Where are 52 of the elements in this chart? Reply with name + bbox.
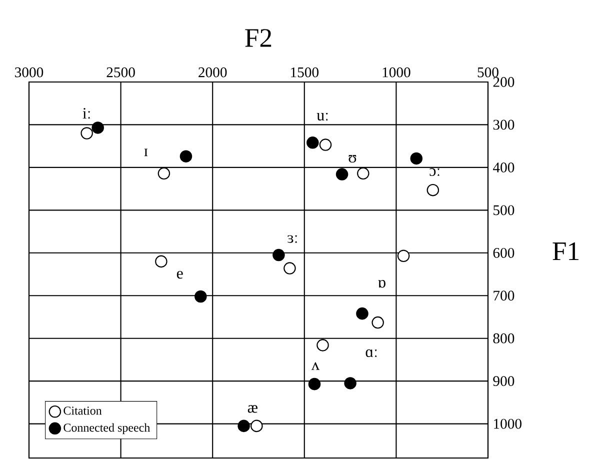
y-tick-label: 300 (493, 120, 514, 130)
point (372, 316, 384, 329)
annotation: æ (248, 405, 258, 413)
point (316, 339, 329, 352)
annotation: ɜː (288, 235, 297, 243)
point (250, 420, 263, 432)
y-tick-label: 1000 (494, 418, 522, 429)
annotation: ɑː (366, 349, 377, 358)
point (155, 255, 168, 268)
x-tick-label: 500 (478, 67, 498, 78)
x-tick-label: 3000 (15, 67, 44, 78)
legend-label: Citation (64, 406, 102, 415)
x-tick-label: 2000 (198, 67, 227, 78)
point (397, 250, 410, 262)
point (336, 168, 348, 180)
y-tick-label: 600 (493, 248, 514, 258)
point (80, 127, 93, 140)
point (180, 150, 192, 162)
annotation: uː (316, 113, 328, 121)
annotation: ʌ (311, 362, 320, 370)
point (238, 420, 250, 432)
chart-title: F2 (245, 29, 272, 47)
point (194, 290, 207, 303)
point (356, 307, 368, 320)
point (284, 262, 296, 274)
x-tick-label: 2500 (106, 67, 135, 78)
y-tick-label: 800 (493, 333, 514, 344)
annotation: ɔː (430, 168, 440, 176)
x-tick-label: 1000 (382, 67, 410, 78)
annotation: iː (82, 108, 90, 119)
legend-label: Connected speech (64, 423, 150, 434)
point (344, 377, 356, 390)
point (272, 248, 285, 262)
y-tick-label: 200 (493, 77, 514, 87)
point (308, 378, 321, 390)
point (158, 167, 170, 180)
x-tick-label: 1500 (291, 67, 319, 78)
y-tick-label: 700 (494, 290, 514, 301)
point (357, 167, 370, 180)
point (426, 184, 440, 196)
annotation: ɪ (144, 148, 148, 156)
annotation: ɒ (378, 280, 386, 288)
point (92, 122, 104, 134)
point (410, 152, 423, 165)
y-tick-label: 900 (493, 376, 514, 386)
y-tick-label: 400 (492, 162, 514, 172)
point (319, 138, 332, 151)
y-tick-label: 500 (494, 205, 514, 216)
point (306, 136, 319, 149)
annotation: e (176, 270, 183, 279)
annotation: ʊ (348, 155, 356, 162)
y-axis-title: F1 (552, 242, 578, 260)
